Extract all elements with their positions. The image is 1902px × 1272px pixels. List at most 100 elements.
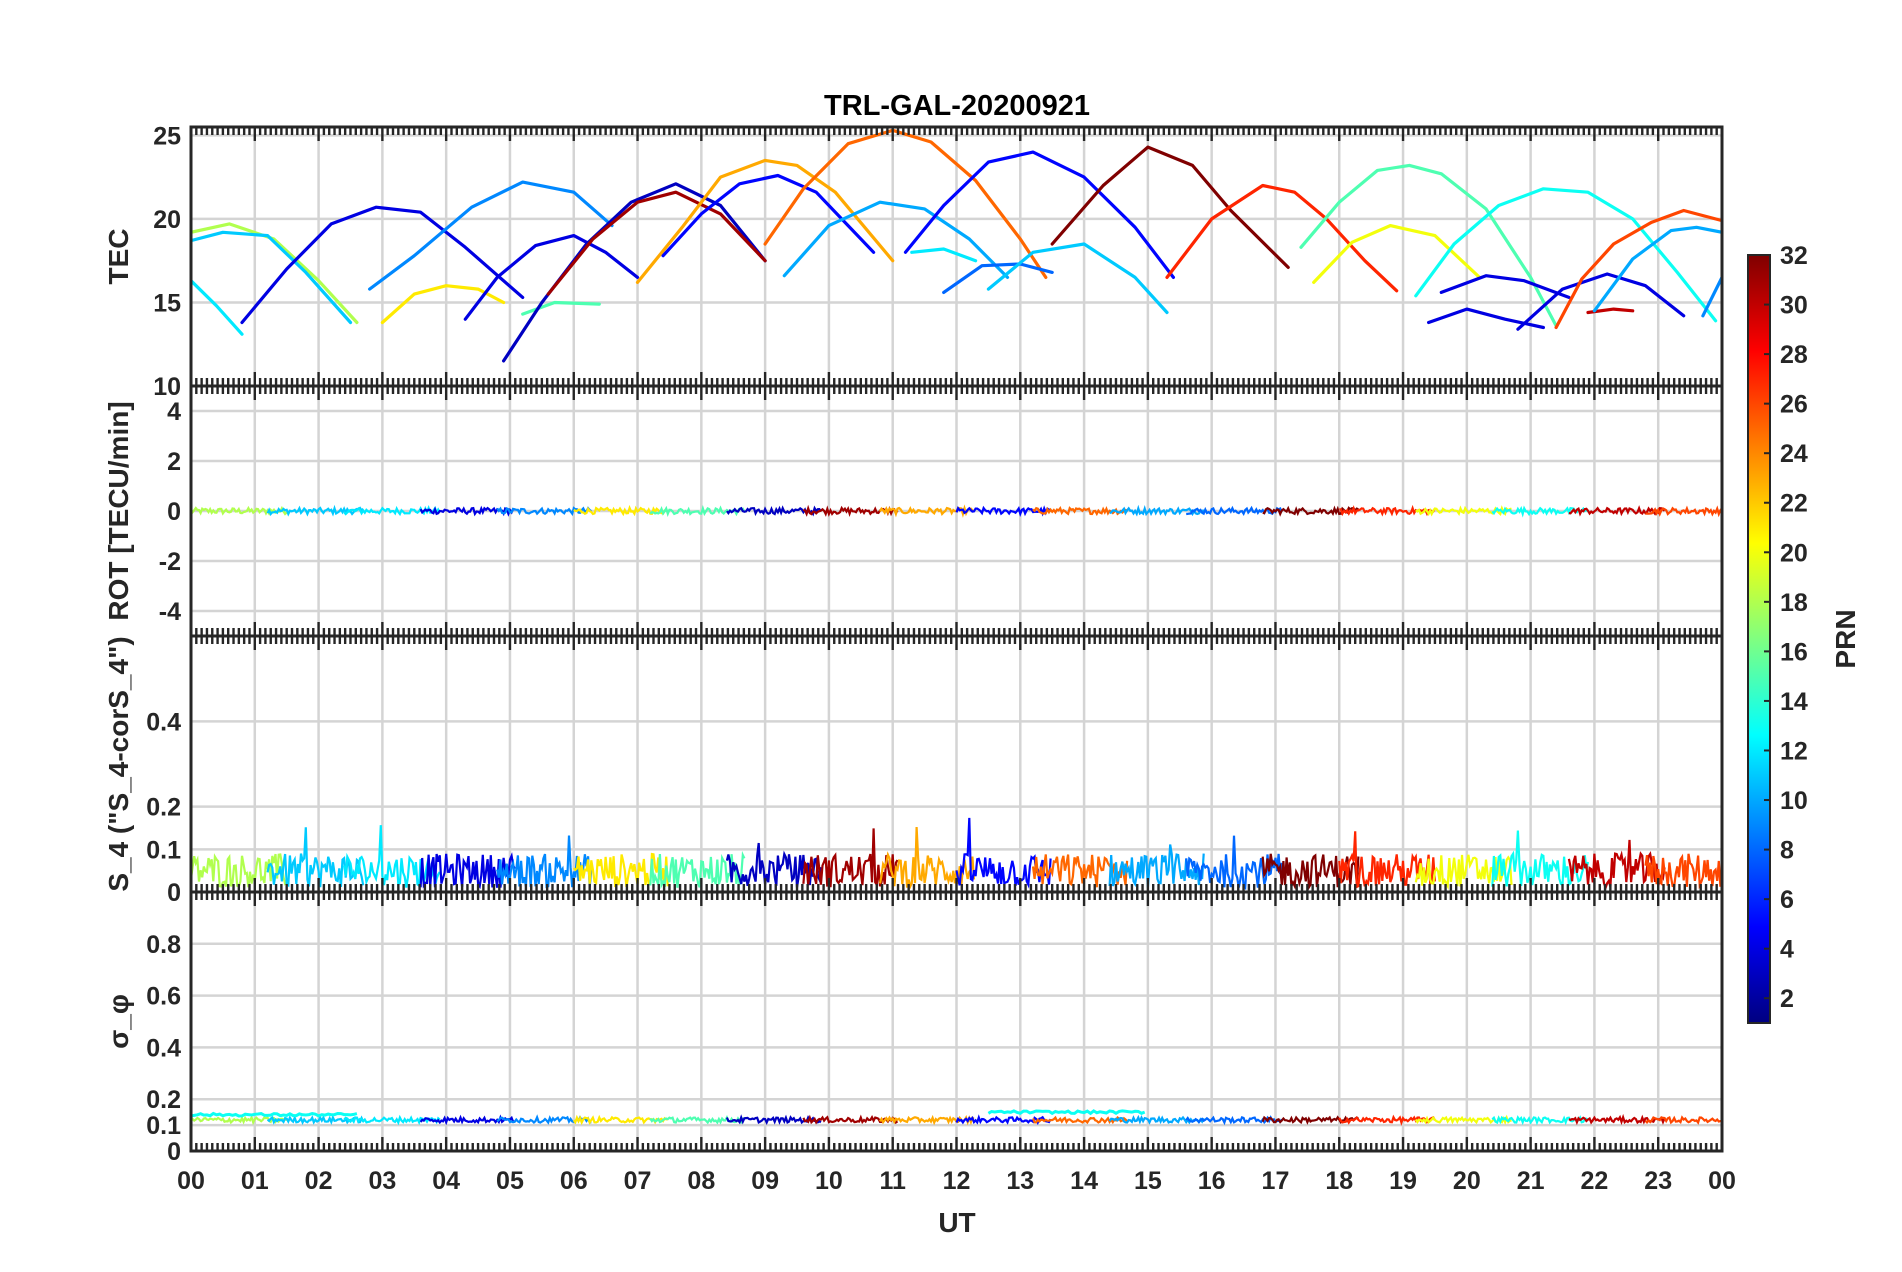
band-trace-prn-23 <box>879 1114 975 1126</box>
series-line-prn-15 <box>1299 163 1558 328</box>
x-tick-label: 13 <box>1006 1167 1034 1195</box>
colorbar-tick-label: 28 <box>1780 341 1808 369</box>
band-trace-prn-32 <box>1262 505 1359 517</box>
series-line-prn-5 <box>903 150 1176 279</box>
colorbar-tick-label: 14 <box>1780 688 1808 716</box>
y-axis-label: σ_φ <box>103 994 134 1049</box>
x-tick-label: 06 <box>560 1167 588 1195</box>
band-trace-prn-21 <box>572 852 669 888</box>
series-line-prn-8 <box>942 262 1054 294</box>
band-trace-prn-11 <box>266 1114 365 1126</box>
x-tick-label: 08 <box>687 1167 715 1195</box>
colorbar-tick-label: 24 <box>1780 440 1808 468</box>
y-tick-label: 0.1 <box>146 1112 181 1140</box>
x-tick-label: 20 <box>1453 1167 1481 1195</box>
panel-data <box>191 1109 1722 1126</box>
series-line-prn-25 <box>763 128 1048 279</box>
highlight-trace-prn-13 <box>987 1109 1146 1116</box>
y-tick-label: 15 <box>153 289 181 317</box>
series-line-prn-13 <box>1414 187 1718 323</box>
x-tick-label: 11 <box>879 1167 906 1195</box>
x-tick-label: 12 <box>943 1167 971 1195</box>
band-trace-prn-26 <box>1644 1115 1722 1125</box>
band-trace-prn-15 <box>649 850 746 890</box>
y-tick-label: 0 <box>167 498 181 526</box>
band-trace-prn-8 <box>1185 1115 1283 1126</box>
band-trace-prn-5 <box>955 817 1052 889</box>
colorbar-tick-label: 18 <box>1780 589 1808 617</box>
band-trace-prn-11 <box>266 827 365 888</box>
band-trace-prn-11 <box>266 504 365 517</box>
x-tick-label: 22 <box>1581 1167 1609 1195</box>
colorbar-tick-label: 6 <box>1780 886 1794 914</box>
x-tick-label: 10 <box>815 1167 843 1195</box>
minor-ticks <box>189 892 1724 1151</box>
band-trace-prn-18 <box>191 1114 288 1126</box>
band-trace-prn-5 <box>955 1114 1052 1126</box>
x-axis-label: UT <box>938 1207 975 1238</box>
series-line-prn-5 <box>661 173 876 258</box>
panel-data <box>191 504 1722 518</box>
colorbar-tick-label: 8 <box>1780 837 1794 865</box>
band-trace-prn-13 <box>1491 1115 1589 1126</box>
x-tick-label: 03 <box>368 1167 396 1195</box>
panel-data <box>191 128 1722 363</box>
figure-title: TRL-GAL-20200921 <box>824 90 1090 122</box>
band-trace-prn-12 <box>343 505 441 517</box>
colorbar-tick-label: 20 <box>1780 539 1808 567</box>
series-line-prn-12 <box>910 247 978 263</box>
y-tick-label: 0.4 <box>146 708 181 736</box>
x-tick-label: 23 <box>1644 1167 1672 1195</box>
band-trace-prn-31 <box>802 828 899 889</box>
colorbar-gradient <box>1747 254 1771 1024</box>
panel-1: 10 15 20 25 TEC <box>103 122 1724 401</box>
series-line-prn-23 <box>635 158 895 284</box>
series-line-prn-15 <box>521 300 601 316</box>
series-line-prn-10 <box>782 200 1010 279</box>
y-tick-label: 0 <box>167 879 181 907</box>
colorbar-tick-label: 10 <box>1780 787 1808 815</box>
series-line-prn-4 <box>240 205 525 325</box>
series-line-prn-11 <box>191 230 353 325</box>
series-line-prn-18 <box>191 222 359 325</box>
x-tick-label: 02 <box>305 1167 333 1195</box>
colorbar-tick-label: 4 <box>1780 936 1794 964</box>
y-tick-label: 0 <box>167 1138 181 1166</box>
band-trace-prn-30 <box>1567 839 1666 892</box>
series-line-prn-11 <box>986 242 1169 315</box>
band-trace-prn-27 <box>1338 831 1436 889</box>
band-trace-prn-26 <box>1645 505 1722 518</box>
band-trace-prn-9 <box>496 835 593 889</box>
x-tick-label: 00 <box>177 1167 205 1195</box>
colorbar-tick-label: 22 <box>1780 490 1808 518</box>
y-tick-label: 0.8 <box>146 931 181 959</box>
band-trace-prn-13 <box>1491 505 1589 518</box>
y-axis-label: TEC <box>103 229 134 285</box>
band-trace-prn-8 <box>1185 835 1283 891</box>
band-trace-prn-12 <box>343 825 441 889</box>
panel-3: 0 0.1 0.2 0.4 S_4 ("S_4-corS_4") <box>103 634 1724 907</box>
y-tick-label: 4 <box>167 398 181 426</box>
colorbar-tick-label: 26 <box>1780 391 1808 419</box>
series-line-prn-27 <box>1165 183 1399 293</box>
band-trace-prn-18 <box>191 505 288 516</box>
y-axis-label: S_4 ("S_4-corS_4") <box>103 636 134 891</box>
series-line-prn-32 <box>1050 145 1290 269</box>
x-tick-label: 09 <box>751 1167 779 1195</box>
x-tick-label: 00 <box>1708 1167 1736 1195</box>
y-tick-label: -4 <box>159 598 181 626</box>
series-line-prn-26 <box>1554 208 1722 330</box>
band-trace-prn-32 <box>1261 853 1360 891</box>
x-tick-label: 05 <box>496 1167 524 1195</box>
x-tick-label: 04 <box>432 1167 460 1195</box>
series-line-prn-4 <box>1439 274 1571 299</box>
y-tick-label: 2 <box>167 448 181 476</box>
band-trace-prn-26 <box>1644 853 1722 890</box>
colorbar-tick-label: 2 <box>1780 985 1794 1013</box>
panel-2: -4 -2 0 2 4 ROT [TECU/min] <box>103 384 1724 638</box>
colorbar-tick-label: 32 <box>1780 242 1808 270</box>
series-line-prn-4 <box>463 234 640 321</box>
x-tick-label: 16 <box>1198 1167 1226 1195</box>
